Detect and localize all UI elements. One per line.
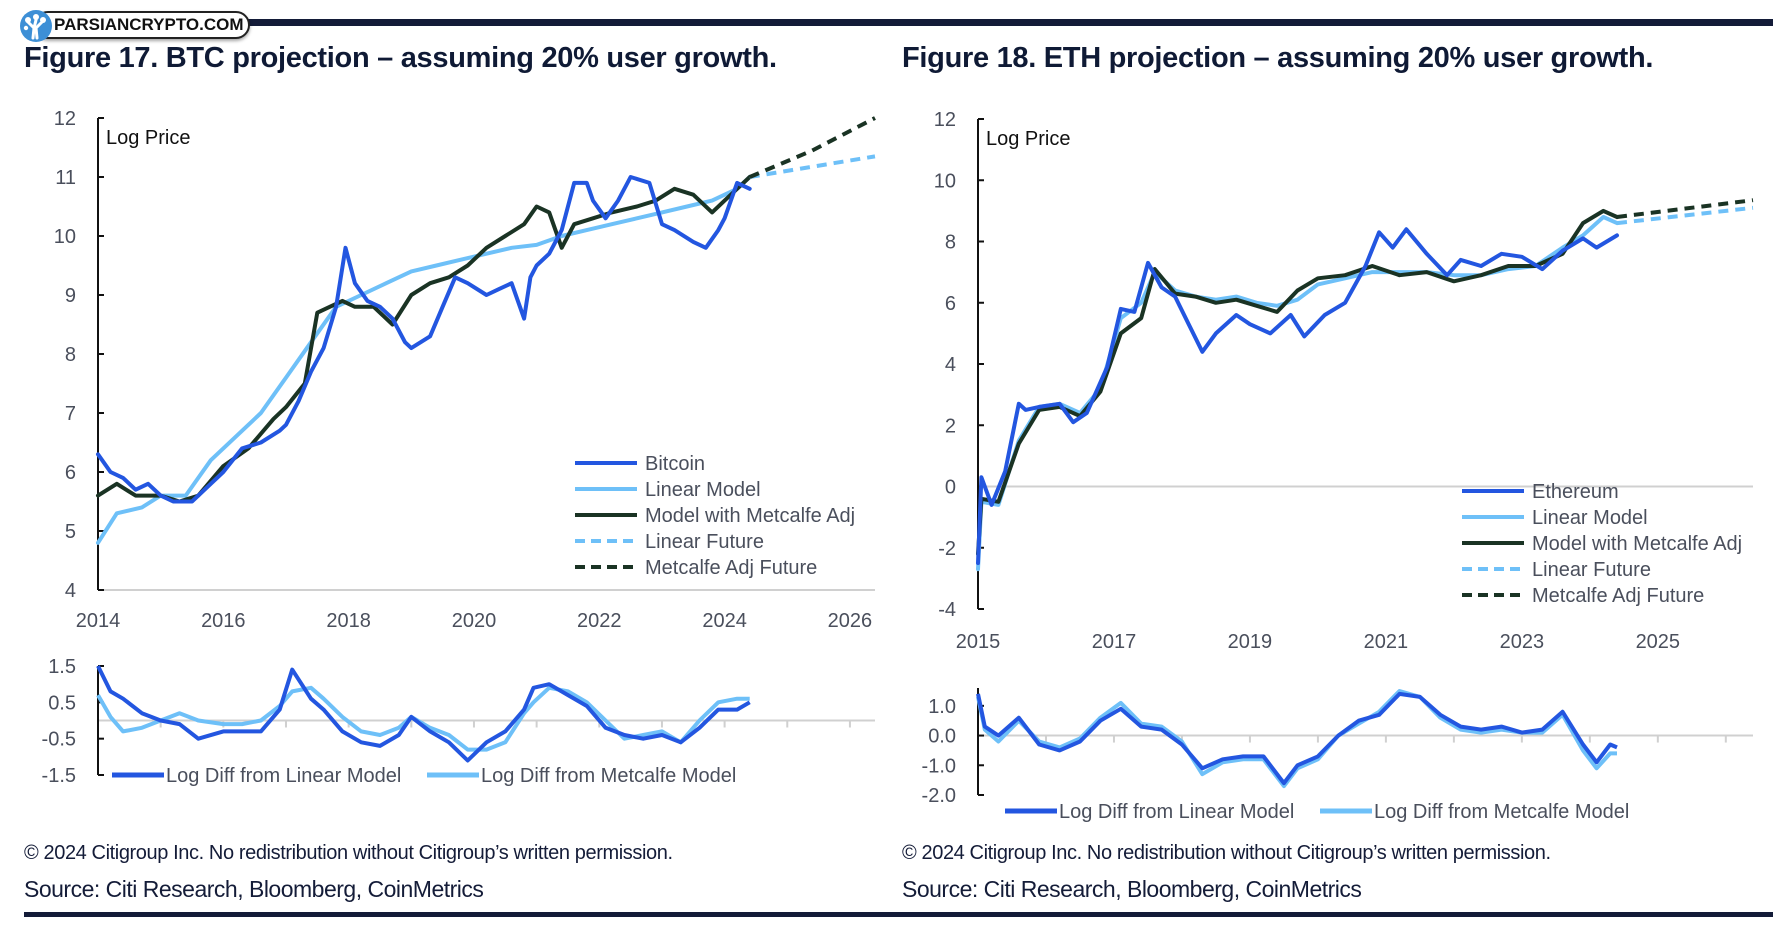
diff-line-log-diff-from-metcalfe-model: [96, 685, 750, 752]
y-tick-label: 10: [54, 226, 76, 248]
x-tick-label: 2021: [1364, 631, 1409, 653]
bottom-rule: [24, 912, 1773, 917]
legend-label: Metcalfe Adj Future: [645, 557, 817, 579]
diff-y-tick-label: -1.0: [922, 755, 956, 777]
x-tick-label: 2024: [702, 610, 747, 632]
diff-legend-label: Log Diff from Metcalfe Model: [1374, 801, 1629, 823]
y-tick-label: 7: [65, 403, 76, 425]
diff-line-log-diff-from-linear-model: [976, 691, 1618, 786]
series-line-metcalfe-adj-future: [748, 116, 876, 179]
y-tick-label: 0: [945, 477, 956, 499]
y-tick-label: 8: [945, 232, 956, 254]
y-tick-label: 4: [945, 354, 956, 376]
x-tick-label: 2015: [956, 631, 1001, 653]
series-line-model-with-metcalfe-adj: [976, 208, 1619, 556]
y-tick-label: 5: [65, 521, 76, 543]
y-tick-label: 6: [945, 293, 956, 315]
legend-label: Linear Future: [1532, 559, 1651, 581]
diff-y-tick-label: -2.0: [922, 785, 956, 807]
y-tick-label: 12: [934, 109, 956, 131]
series-line-ethereum: [976, 227, 1619, 566]
series-line-linear-future: [1616, 205, 1754, 226]
legend-label: Bitcoin: [645, 453, 705, 475]
y-tick-label: -4: [938, 599, 956, 621]
x-tick-label: 2025: [1636, 631, 1681, 653]
diff-y-tick-label: 1.5: [48, 656, 76, 678]
x-tick-label: 2018: [326, 610, 371, 632]
x-tick-label: 2022: [577, 610, 622, 632]
series-line-bitcoin: [96, 175, 752, 504]
x-tick-label: 2026: [828, 610, 873, 632]
tree-logo-icon: [20, 10, 52, 42]
diff-y-tick-label: 0.5: [48, 692, 76, 714]
y-tick-label: 8: [65, 344, 76, 366]
legend-label: Model with Metcalfe Adj: [1532, 533, 1742, 555]
source-right: Source: Citi Research, Bloomberg, CoinMe…: [902, 876, 1362, 902]
y-axis-label: Log Price: [106, 127, 191, 149]
y-tick-label: 11: [55, 167, 76, 189]
y-tick-label: 12: [54, 108, 76, 130]
series-line-linear-model: [96, 175, 752, 545]
y-tick-label: 10: [934, 170, 956, 192]
copyright-left: © 2024 Citigroup Inc. No redistribution …: [24, 842, 673, 864]
diff-y-tick-label: 1.0: [928, 696, 956, 718]
top-rule: [236, 19, 1773, 26]
x-tick-label: 2017: [1092, 631, 1137, 653]
legend-label: Model with Metcalfe Adj: [645, 505, 855, 527]
legend-label: Metcalfe Adj Future: [1532, 585, 1704, 607]
watermark-text: PARSIANCRYPTO.COM: [54, 15, 244, 34]
figure-18-title: Figure 18. ETH projection – assuming 20%…: [902, 42, 1654, 74]
series-line-metcalfe-adj-future: [1616, 198, 1754, 219]
y-tick-label: 9: [65, 285, 76, 307]
x-tick-label: 2016: [201, 610, 246, 632]
diff-y-tick-label: 0.0: [928, 726, 956, 748]
diff-legend-label: Log Diff from Linear Model: [1059, 801, 1294, 823]
y-axis-label: Log Price: [986, 128, 1071, 150]
figure-17-title: Figure 17. BTC projection – assuming 20%…: [24, 42, 777, 74]
y-tick-label: -2: [938, 538, 956, 560]
diff-line-log-diff-from-linear-model: [96, 665, 751, 763]
y-tick-label: 4: [65, 580, 76, 602]
legend-label: Ethereum: [1532, 481, 1619, 503]
copyright-right: © 2024 Citigroup Inc. No redistribution …: [902, 842, 1551, 864]
legend-label: Linear Model: [1532, 507, 1648, 529]
diff-y-tick-label: -0.5: [42, 729, 76, 751]
legend-label: Linear Model: [645, 479, 761, 501]
x-tick-label: 2019: [1228, 631, 1273, 653]
diff-legend-label: Log Diff from Metcalfe Model: [481, 765, 736, 787]
x-tick-label: 2020: [452, 610, 497, 632]
x-tick-label: 2023: [1500, 631, 1545, 653]
y-tick-label: 6: [65, 462, 76, 484]
source-left: Source: Citi Research, Bloomberg, CoinMe…: [24, 876, 484, 902]
series-line-model-with-metcalfe-adj: [96, 175, 752, 504]
diff-legend-label: Log Diff from Linear Model: [166, 765, 401, 787]
y-tick-label: 2: [945, 415, 956, 437]
series-line-linear-future: [749, 154, 876, 179]
legend-label: Linear Future: [645, 531, 764, 553]
diff-y-tick-label: -1.5: [42, 765, 76, 787]
x-tick-label: 2014: [76, 610, 121, 632]
